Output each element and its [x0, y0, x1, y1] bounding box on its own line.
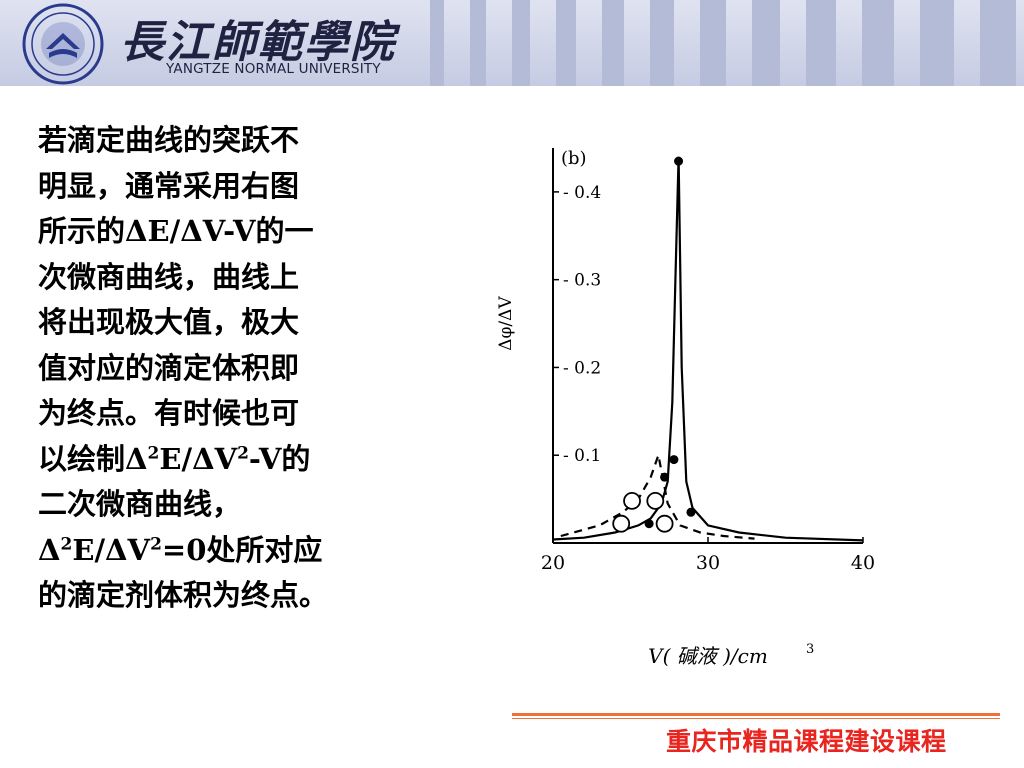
header-banner: 長江師範學院 YANGTZE NORMAL UNIVERSITY	[0, 0, 1024, 86]
x-tick-label: 30	[696, 552, 720, 574]
y-tick-label: - 0.3	[563, 271, 601, 291]
y-tick-label: - 0.1	[563, 446, 601, 466]
x-axis-label: V( 碱液 )/cm	[648, 644, 768, 668]
text-line-7: 为终点。有时候也可	[38, 396, 300, 430]
series-line-2	[560, 450, 755, 540]
filled-point	[669, 455, 679, 465]
open-point	[646, 491, 665, 510]
filled-point	[644, 519, 654, 529]
text-line-6: 值对应的滴定体积即	[38, 350, 300, 385]
x-axis-label-superscript: 3	[806, 642, 814, 657]
text-line-3: 所示的ΔE/ΔV-V的一	[38, 214, 314, 248]
footer-course-label: 重庆市精品课程建设课程	[666, 727, 947, 756]
x-tick-label: 20	[541, 552, 565, 574]
text-line-5: 将出现极大值，极大	[38, 305, 300, 339]
open-point	[623, 491, 641, 510]
text-line-10: Δ2E/ΔV2=0处所对应	[38, 532, 323, 567]
explanation-text: 若滴定曲线的突跃不 明显，通常采用右图 所示的ΔE/ΔV-V的一 次微商曲线，曲…	[38, 118, 418, 619]
filled-point	[674, 156, 684, 166]
text-line-8: 以绘制Δ2E/ΔV2-V的	[38, 441, 311, 476]
text-line-2: 明显，通常采用右图	[38, 168, 300, 203]
chart-markers	[612, 156, 696, 533]
filled-point	[686, 507, 696, 517]
text-line-11: 的滴定剂体积为终点。	[38, 578, 329, 612]
filled-point	[660, 472, 670, 482]
open-point	[655, 514, 674, 533]
formula-second-derivative-zero: Δ2E/ΔV2=0	[38, 532, 207, 567]
chart-axes	[552, 148, 864, 544]
chart-series	[552, 156, 864, 542]
footer-divider	[512, 713, 1000, 719]
series-line-1	[552, 156, 864, 542]
text-line-1: 若滴定曲线的突跃不	[38, 123, 300, 157]
text-line-4: 次微商曲线，曲线上	[38, 259, 300, 294]
formula-first-derivative: ΔE/ΔV-V	[125, 214, 256, 248]
derivative-titration-chart: - 0.1 - 0.2 - 0.3 - 0.4 20 30 40 (b) Δφ/ΔV V( 碱液 …	[496, 148, 875, 668]
university-seal-logo	[22, 3, 104, 85]
formula-second-derivative: Δ2E/ΔV2-V	[125, 441, 282, 476]
y-axis-label: Δφ/ΔV	[496, 296, 516, 351]
chart-labels: - 0.1 - 0.2 - 0.3 - 0.4 20 30 40 (b) Δφ/ΔV V( 碱液 …	[496, 148, 875, 668]
y-tick-label: - 0.2	[563, 358, 601, 378]
x-tick-label: 40	[851, 552, 875, 574]
y-tick-label: - 0.4	[563, 183, 601, 203]
panel-label: (b)	[561, 148, 587, 169]
text-line-9: 二次微商曲线，	[38, 487, 242, 521]
school-name-chinese: 長江師範學院	[120, 17, 396, 68]
school-name-english: YANGTZE NORMAL UNIVERSITY	[166, 61, 381, 77]
open-point	[612, 514, 631, 533]
